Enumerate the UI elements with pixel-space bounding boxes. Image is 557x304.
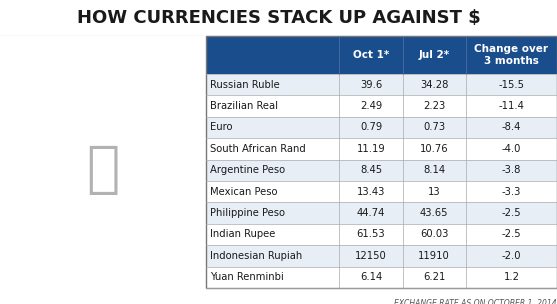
Text: Yuan Renminbi: Yuan Renminbi <box>209 272 284 282</box>
Text: Russian Ruble: Russian Ruble <box>209 80 280 90</box>
Text: 10.76: 10.76 <box>420 144 448 154</box>
Bar <box>206 117 557 138</box>
Text: -2.5: -2.5 <box>501 208 521 218</box>
Text: 12150: 12150 <box>355 251 387 261</box>
Bar <box>206 138 557 160</box>
Text: 2.49: 2.49 <box>360 101 382 111</box>
Text: Euro: Euro <box>209 123 232 133</box>
Text: Jul 2*: Jul 2* <box>419 50 449 60</box>
Bar <box>206 245 557 267</box>
Text: 61.53: 61.53 <box>356 230 385 240</box>
Bar <box>206 181 557 202</box>
Text: -4.0: -4.0 <box>502 144 521 154</box>
Text: Indonesian Rupiah: Indonesian Rupiah <box>209 251 302 261</box>
Bar <box>206 74 557 95</box>
Text: -3.8: -3.8 <box>502 165 521 175</box>
Bar <box>206 267 557 288</box>
Text: 11910: 11910 <box>418 251 450 261</box>
Text: 2.23: 2.23 <box>423 101 445 111</box>
Bar <box>206 202 557 224</box>
Text: 60.03: 60.03 <box>420 230 448 240</box>
Text: 6.14: 6.14 <box>360 272 382 282</box>
Text: 8.45: 8.45 <box>360 165 382 175</box>
Bar <box>206 95 557 117</box>
Text: 13: 13 <box>428 187 441 197</box>
Text: 0.79: 0.79 <box>360 123 382 133</box>
Text: -2.5: -2.5 <box>501 230 521 240</box>
Text: South African Rand: South African Rand <box>209 144 305 154</box>
Text: Change over
3 months: Change over 3 months <box>475 44 549 66</box>
Text: 43.65: 43.65 <box>420 208 448 218</box>
Text: 11.19: 11.19 <box>356 144 385 154</box>
Text: Oct 1*: Oct 1* <box>353 50 389 60</box>
Text: Argentine Peso: Argentine Peso <box>209 165 285 175</box>
Text: 13.43: 13.43 <box>357 187 385 197</box>
Text: Philippine Peso: Philippine Peso <box>209 208 285 218</box>
Text: 39.6: 39.6 <box>360 80 382 90</box>
Text: -2.0: -2.0 <box>502 251 521 261</box>
Text: -15.5: -15.5 <box>499 80 524 90</box>
Text: 1.2: 1.2 <box>504 272 519 282</box>
Text: 💵: 💵 <box>86 143 120 197</box>
Bar <box>206 160 557 181</box>
Text: Brazilian Real: Brazilian Real <box>209 101 277 111</box>
Bar <box>206 36 557 74</box>
Text: HOW CURRENCIES STACK UP AGAINST $: HOW CURRENCIES STACK UP AGAINST $ <box>77 9 480 27</box>
Text: -3.3: -3.3 <box>502 187 521 197</box>
Text: 34.28: 34.28 <box>420 80 448 90</box>
Text: 6.21: 6.21 <box>423 272 446 282</box>
Text: 44.74: 44.74 <box>357 208 385 218</box>
Text: -8.4: -8.4 <box>502 123 521 133</box>
Bar <box>206 224 557 245</box>
Text: 0.73: 0.73 <box>423 123 445 133</box>
Text: 8.14: 8.14 <box>423 165 445 175</box>
Text: Indian Rupee: Indian Rupee <box>209 230 275 240</box>
Text: -11.4: -11.4 <box>499 101 524 111</box>
Text: EXCHANGE RATE AS ON OCTOBER 1, 2014: EXCHANGE RATE AS ON OCTOBER 1, 2014 <box>394 299 557 304</box>
Text: Mexican Peso: Mexican Peso <box>209 187 277 197</box>
